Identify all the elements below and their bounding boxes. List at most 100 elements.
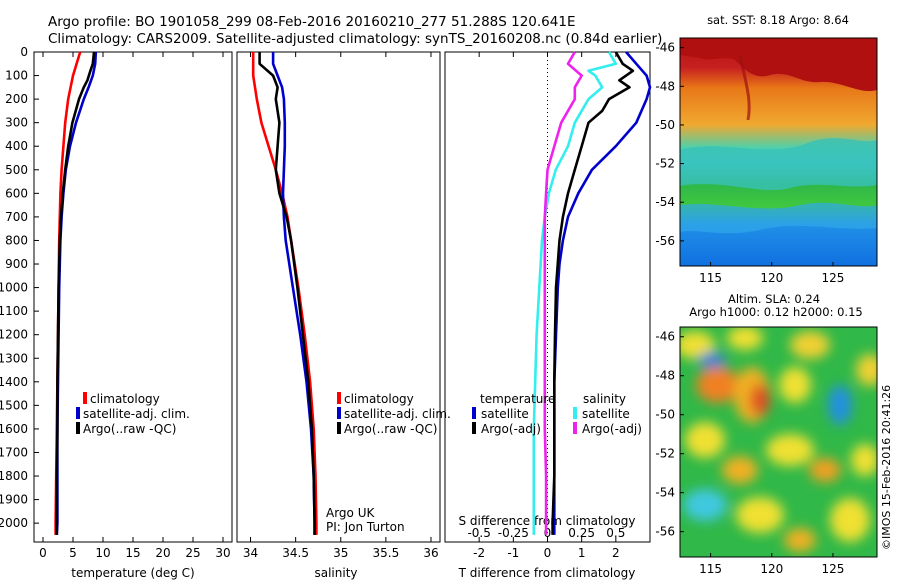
series-line (551, 51, 635, 535)
y-tick-label: 0 (20, 45, 28, 59)
series-line (552, 51, 652, 535)
x-tick-label: 34 (243, 546, 258, 560)
x-tick-label: 10 (95, 546, 110, 560)
x-tick-label: -1 (507, 546, 519, 560)
legend-sal-satellite: satellite (582, 407, 630, 421)
salinity-panel: salinity 34 34.5 35 35.5 36 climatology sate… (236, 51, 451, 580)
x-tick-label: 0 (39, 546, 47, 560)
x-tick-label: 35.5 (373, 546, 400, 560)
map-y-tick-label: -56 (655, 234, 675, 248)
x-tick-label: 20 (155, 546, 170, 560)
sla-map-subtitle: Argo h1000: 0.12 h2000: 0.15 (689, 305, 862, 319)
x-tick-label: 35 (333, 546, 348, 560)
y-tick-label: 1300 (0, 351, 28, 365)
y-tick-label: 1100 (0, 304, 28, 318)
map-x-tick-label: 125 (821, 271, 844, 285)
y-tick-label: 1500 (0, 398, 28, 412)
map-x-tick-label: 115 (699, 562, 722, 576)
legend-argo: Argo(..raw -QC) (83, 422, 176, 436)
y-tick-label: 1600 (0, 422, 28, 436)
x-tick-label: 30 (215, 546, 230, 560)
map-y-tick-label: -46 (655, 41, 675, 55)
x-tick-label: 1 (578, 546, 586, 560)
map-x-tick-label: 120 (760, 271, 783, 285)
s-diff-tick-label: 0.25 (568, 526, 595, 540)
map-y-tick-label: -52 (655, 447, 675, 461)
x-tick-label: 34.5 (282, 546, 309, 560)
salinity-legend: climatology satellite-adj. clim. Argo(..… (337, 392, 451, 436)
map-y-tick-label: -56 (655, 525, 675, 539)
sla-map: Altim. SLA: 0.24 Argo h1000: 0.12 h2000:… (655, 292, 878, 576)
y-tick-label: 1000 (0, 281, 28, 295)
y-tick-label: 200 (5, 92, 28, 106)
map-x-tick-label: 120 (760, 562, 783, 576)
legend-satellite-adj: satellite-adj. clim. (83, 407, 190, 421)
map-y-tick-label: -50 (655, 408, 675, 422)
y-tick-label: 100 (5, 69, 28, 83)
s-diff-tick-label: 0.5 (606, 526, 625, 540)
sla-map-title: Altim. SLA: 0.24 (728, 292, 820, 306)
header-line1: Argo profile: BO 1901058_299 08-Feb-2016… (48, 14, 575, 30)
y-tick-label: 600 (5, 186, 28, 200)
sst-map: sat. SST: 8.18 Argo: 8.64 115 120 125 -46 -4… (655, 13, 878, 285)
y-tick-label: 700 (5, 210, 28, 224)
legend-satellite-adj: satellite-adj. clim. (344, 407, 451, 421)
x-tick-label: -2 (473, 546, 485, 560)
s-diff-tick-label: -0.5 (467, 526, 490, 540)
float-pi: PI: Jon Turton (326, 520, 405, 534)
s-diff-tick-label: 0 (544, 526, 552, 540)
x-tick-label: 25 (185, 546, 200, 560)
legend-salinity-title: salinity (583, 392, 626, 406)
difference-xlabel: T difference from climatology (458, 566, 636, 580)
difference-legend: temperature satellite Argo(-adj) salinit… (472, 392, 642, 436)
temperature-xlabel: temperature (deg C) (71, 566, 194, 580)
x-tick-label: 2 (612, 546, 620, 560)
legend-argo: Argo(..raw -QC) (344, 422, 437, 436)
series-line (258, 52, 316, 535)
header-line2: Climatology: CARS2009. Satellite-adjuste… (48, 31, 662, 47)
legend-sal-argo: Argo(-adj) (582, 422, 642, 436)
legend-climatology: climatology (344, 392, 414, 406)
y-tick-label: 1700 (0, 445, 28, 459)
map-y-tick-label: -54 (655, 195, 675, 209)
series-line (55, 51, 96, 535)
map-x-tick-label: 125 (821, 562, 844, 576)
y-tick-label: 800 (5, 233, 28, 247)
y-tick-label: 1800 (0, 469, 28, 483)
legend-temp-argo: Argo(-adj) (481, 422, 541, 436)
y-tick-label: 300 (5, 116, 28, 130)
legend-temperature-title: temperature (480, 392, 555, 406)
map-y-tick-label: -54 (655, 486, 675, 500)
salinity-xlabel: salinity (314, 566, 357, 580)
sst-map-title: sat. SST: 8.18 Argo: 8.64 (707, 13, 849, 27)
series-line (532, 51, 618, 535)
x-tick-label: 5 (69, 546, 77, 560)
map-y-tick-label: -46 (655, 330, 675, 344)
series-line (55, 51, 98, 535)
y-tick-label: 2000 (0, 516, 28, 530)
float-institution: Argo UK (326, 506, 375, 520)
series-line (543, 51, 584, 535)
legend-climatology: climatology (90, 392, 160, 406)
y-tick-label: 1400 (0, 375, 28, 389)
copyright-label: ©IMOS 15-Feb-2016 20:41:26 (880, 385, 893, 550)
y-tick-label: 1200 (0, 328, 28, 342)
map-y-tick-label: -50 (655, 118, 675, 132)
temperature-panel: temperature (deg C) 0 5 10 15 20 25 3001002003… (0, 45, 233, 580)
y-tick-label: 500 (5, 163, 28, 177)
difference-panel: T difference from climatology S differen… (444, 51, 652, 580)
x-tick-label: 15 (125, 546, 140, 560)
x-tick-label: 36 (423, 546, 438, 560)
x-tick-label: 0 (544, 546, 552, 560)
y-tick-label: 1900 (0, 493, 28, 507)
map-y-tick-label: -48 (655, 369, 675, 383)
legend-temp-satellite: satellite (481, 407, 529, 421)
map-x-tick-label: 115 (699, 271, 722, 285)
map-y-tick-label: -48 (655, 79, 675, 93)
s-diff-tick-label: -0.25 (498, 526, 529, 540)
y-tick-label: 900 (5, 257, 28, 271)
map-y-tick-label: -52 (655, 157, 675, 171)
temperature-legend: climatology satellite-adj. clim. Argo(..… (76, 392, 190, 436)
y-tick-label: 400 (5, 139, 28, 153)
